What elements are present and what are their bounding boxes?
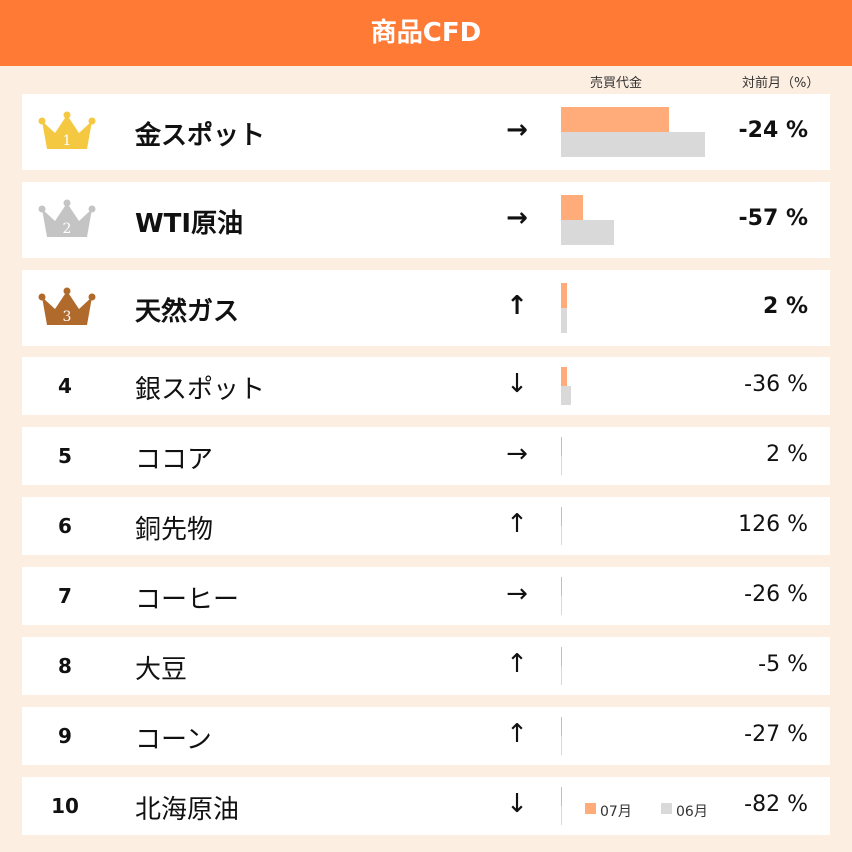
volume-bar <box>561 456 563 475</box>
volume-bar <box>561 367 567 386</box>
volume-bar <box>561 132 705 157</box>
change: 2 % <box>762 294 808 319</box>
volume-bar <box>561 195 583 220</box>
item-name: 北海原油 <box>135 795 240 825</box>
volume-bar <box>561 736 563 755</box>
trend-arrow: ↓ <box>506 369 528 399</box>
rank: 8 <box>58 654 72 678</box>
legend-swatch <box>661 803 672 814</box>
volume-bar <box>561 308 567 333</box>
crown-icon: 2 <box>38 199 96 237</box>
volume-bar <box>561 526 563 545</box>
trend-arrow: ↑ <box>506 649 528 679</box>
trend-arrow: ↑ <box>506 291 528 321</box>
change: 2 % <box>766 442 808 467</box>
trend-arrow: → <box>506 115 528 145</box>
rank: 3 <box>63 309 72 325</box>
item-name: コーン <box>135 725 212 755</box>
change: -82 % <box>744 792 808 817</box>
change: -24 % <box>738 118 808 143</box>
rank: 9 <box>58 724 72 748</box>
trend-arrow: ↓ <box>506 789 528 819</box>
trend-arrow: → <box>506 579 528 609</box>
crown-icon: 3 <box>38 287 96 325</box>
legend-swatch <box>585 803 596 814</box>
item-name: コーヒー <box>135 585 240 615</box>
item-name: 銀スポット <box>135 375 266 405</box>
volume-bar <box>561 717 563 736</box>
trend-arrow: ↑ <box>506 719 528 749</box>
ranking-row: 1 金スポット → -24 % <box>22 94 830 170</box>
rank: 7 <box>58 584 72 608</box>
legend-label: 07月 <box>600 804 632 820</box>
item-name: 天然ガス <box>135 297 240 327</box>
ranking-row: 9 コーン ↑ -27 % <box>22 707 830 765</box>
volume-bar <box>561 107 669 132</box>
volume-bar <box>561 220 615 245</box>
rank: 5 <box>58 444 72 468</box>
ranking-row: 7 コーヒー → -26 % <box>22 567 830 625</box>
change: -36 % <box>744 372 808 397</box>
volume-bar <box>561 647 563 666</box>
change: -26 % <box>744 582 808 607</box>
trend-arrow: ↑ <box>506 509 528 539</box>
volume-bar <box>561 386 572 405</box>
trend-arrow: → <box>506 203 528 233</box>
trend-arrow: → <box>506 439 528 469</box>
crown-icon: 1 <box>38 111 96 149</box>
item-name: 銅先物 <box>135 515 214 545</box>
volume-bar <box>561 283 567 308</box>
volume-bar <box>561 806 563 825</box>
header-title: 商品CFD <box>0 0 852 66</box>
item-name: 金スポット <box>135 121 266 151</box>
ranking-row: 10 北海原油 ↓ -82 % 07月 06月 <box>22 777 830 835</box>
legend-label: 06月 <box>676 804 708 820</box>
ranking-row: 3 天然ガス ↑ 2 % <box>22 270 830 346</box>
ranking-row: 4 銀スポット ↓ -36 % <box>22 357 830 415</box>
rank: 6 <box>58 514 72 538</box>
volume-bar <box>561 596 563 615</box>
volume-bar <box>561 507 563 526</box>
rank: 1 <box>63 133 72 149</box>
rank: 10 <box>51 794 79 818</box>
volume-bar <box>561 577 563 596</box>
volume-bar <box>561 437 563 456</box>
ranking-row: 6 銅先物 ↑ 126 % <box>22 497 830 555</box>
change: 126 % <box>738 512 808 537</box>
ranking-row: 5 ココア → 2 % <box>22 427 830 485</box>
volume-bar <box>561 666 563 685</box>
volume-bar <box>561 787 563 806</box>
item-name: ココア <box>135 445 214 475</box>
column-header: 売買代金 <box>590 76 643 91</box>
change: -27 % <box>744 722 808 747</box>
item-name: WTI原油 <box>135 209 244 239</box>
rank: 2 <box>63 221 72 237</box>
item-name: 大豆 <box>135 655 188 685</box>
change: -5 % <box>758 652 808 677</box>
ranking-row: 2 WTI原油 → -57 % <box>22 182 830 258</box>
rank: 4 <box>58 374 72 398</box>
change: -57 % <box>738 206 808 231</box>
ranking-row: 8 大豆 ↑ -5 % <box>22 637 830 695</box>
column-header: 対前月（%） <box>742 76 820 91</box>
